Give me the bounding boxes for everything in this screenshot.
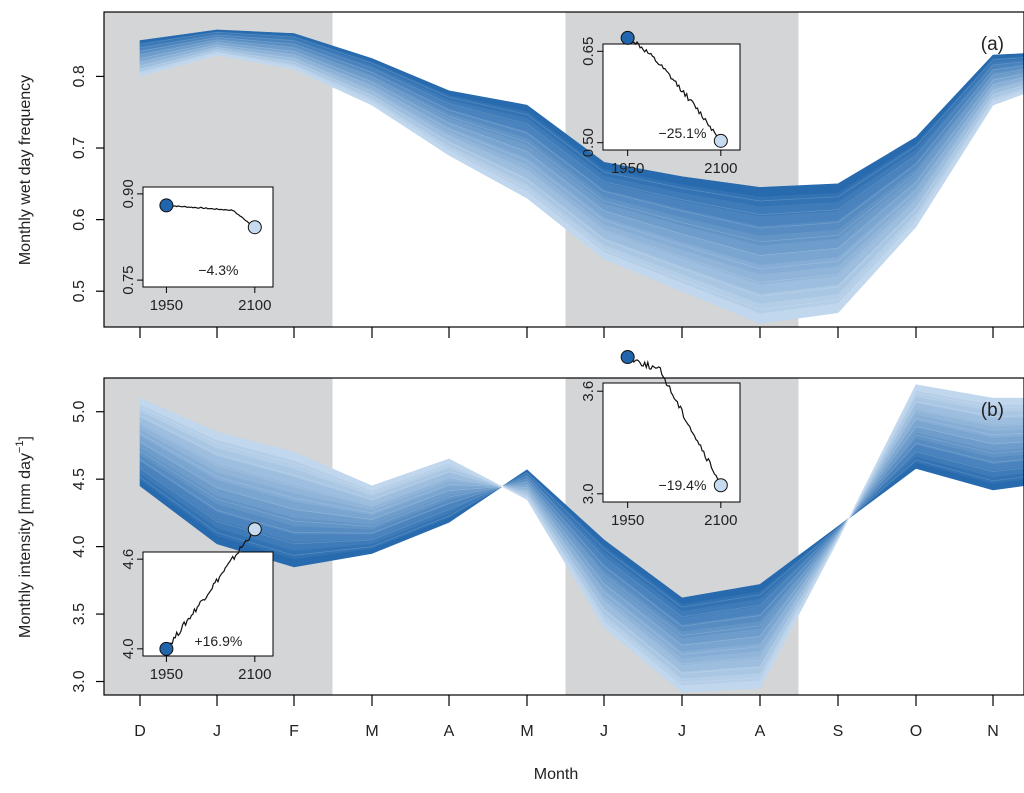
plot-frame-b [103,377,1024,696]
inset-frame [142,551,274,657]
x-axis-label: Month [534,766,578,783]
panel-label-a: (a) [981,34,1004,55]
inset-x-tick-label: 1950 [150,666,183,683]
inset-y-tick-label: 0.90 [120,179,137,208]
ensemble-line-b-4 [139,434,1024,636]
ensemble-line-b-7 [139,409,1024,665]
inset-change-label: −4.3% [198,262,238,278]
inset-frame [602,43,741,151]
x-ticks-b [139,695,994,706]
month-label-0: D [134,723,146,740]
month-label-10: O [910,723,922,740]
plot-frame-a [103,11,1024,328]
month-label-11: N [987,723,999,740]
ensemble-line-a-2 [139,34,1024,215]
inset-jja-b: 3.0 3.6 1950 2100 −19.4% [580,350,741,529]
y-tick-label-b-3: 4.5 [71,468,88,490]
x-ticks-a [139,327,994,338]
ensemble-band-a-13 [139,52,1024,324]
y-tick-label-a-3: 0.8 [71,65,88,87]
y-tick-label-b-2: 4.0 [71,535,88,557]
inset-y-tick-label: 3.6 [580,381,597,402]
ensemble-bands-a [139,29,1024,324]
inset-change-label: −19.4% [659,477,707,493]
inset-y-tick-label: 0.50 [580,128,597,157]
y-tick-label-b-4: 5.0 [71,400,88,422]
y-axis-b: 3.0 3.5 4.0 4.5 5.0 [71,400,104,693]
inset-trend-line [166,528,256,651]
inset-x-tick-label: 2100 [704,160,737,177]
inset-x-tick-label: 2100 [704,512,737,529]
month-label-9: S [833,723,844,740]
inset-y-tick-label: 4.6 [120,549,137,570]
inset-trend-line [627,356,722,486]
month-label-6: J [600,723,608,740]
inset-trend-line [627,36,721,142]
ensemble-bands-b [139,384,1024,693]
month-label-5: M [520,723,533,740]
inset-y-tick-label: 4.0 [120,638,137,659]
month-label-4: A [444,723,455,740]
inset-x-tick-label: 2100 [238,666,271,683]
month-label-1: J [213,723,221,740]
inset-end-point [247,220,262,235]
inset-start-point [159,641,174,656]
inset-end-point [247,522,262,537]
ensemble-line-a-7 [139,47,1024,283]
inset-y-tick-label: 0.65 [580,37,597,66]
ensemble-line-a-1 [139,32,1024,202]
ensemble-line-a-4 [139,39,1024,243]
inset-x-tick-label: 1950 [611,160,644,177]
inset-y-tick-label: 0.75 [120,265,137,294]
ensemble-line-a-6 [139,44,1024,270]
inset-djf-b: 4.0 4.6 1950 2100 +16.9% [120,522,274,683]
ensemble-line-b-8 [139,401,1024,674]
y-tick-label-a-2: 0.7 [71,137,88,159]
month-label-7: J [678,723,686,740]
inset-change-label: +16.9% [194,633,242,649]
inset-x-tick-label: 1950 [611,512,644,529]
y-axis-label-b: Monthly intensity [mm day−1] [14,436,34,638]
ensemble-line-a-8 [139,49,1024,297]
inset-frame [142,186,274,288]
y-tick-label-a-0: 0.5 [71,280,88,302]
inset-change-label: −25.1% [659,125,707,141]
inset-trend-line [166,204,256,228]
panel-a: 0.5 0.6 0.7 0.8 Monthly wet day frequency (… [17,11,1024,338]
inset-jja-a: 0.50 0.65 1950 2100 −25.1% [580,30,741,177]
ensemble-line-b-6 [139,417,1024,655]
inset-end-point [713,133,728,148]
month-label-8: A [755,723,766,740]
inset-djf-a: 0.75 0.90 1950 2100 −4.3% [120,179,274,314]
inset-x-tick-label: 2100 [238,297,271,314]
y-tick-label-b-0: 3.0 [71,670,88,692]
inset-end-point [713,478,728,493]
y-tick-label-a-1: 0.6 [71,208,88,230]
ensemble-line-a-3 [139,37,1024,229]
inset-start-point [620,30,635,45]
ensemble-line-b-2 [139,451,1024,618]
ensemble-band-b-13 [139,384,1024,693]
ensemble-line-b-3 [139,442,1024,627]
y-axis-label-a: Monthly wet day frequency [17,75,34,265]
ensemble-line-b-1 [139,459,1024,608]
ensemble-line-b-5 [139,426,1024,646]
month-label-2: F [289,723,299,740]
ensemble-line-a-9 [139,52,1024,311]
inset-start-point [620,350,635,365]
panel-label-b: (b) [981,400,1004,421]
panel-b: 3.0 3.5 4.0 4.5 5.0 Monthly intensity [mm da… [14,350,1024,706]
inset-x-tick-label: 1950 [150,297,183,314]
ensemble-line-a-5 [139,42,1024,256]
month-label-3: M [365,723,378,740]
ensemble-line-b-9 [139,392,1024,684]
inset-start-point [159,198,174,213]
y-axis-a: 0.5 0.6 0.7 0.8 [71,65,104,302]
y-tick-label-b-1: 3.5 [71,603,88,625]
inset-y-tick-label: 3.0 [580,483,597,504]
